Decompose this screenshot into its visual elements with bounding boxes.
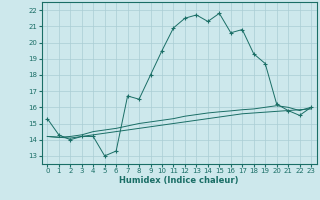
X-axis label: Humidex (Indice chaleur): Humidex (Indice chaleur) xyxy=(119,176,239,185)
